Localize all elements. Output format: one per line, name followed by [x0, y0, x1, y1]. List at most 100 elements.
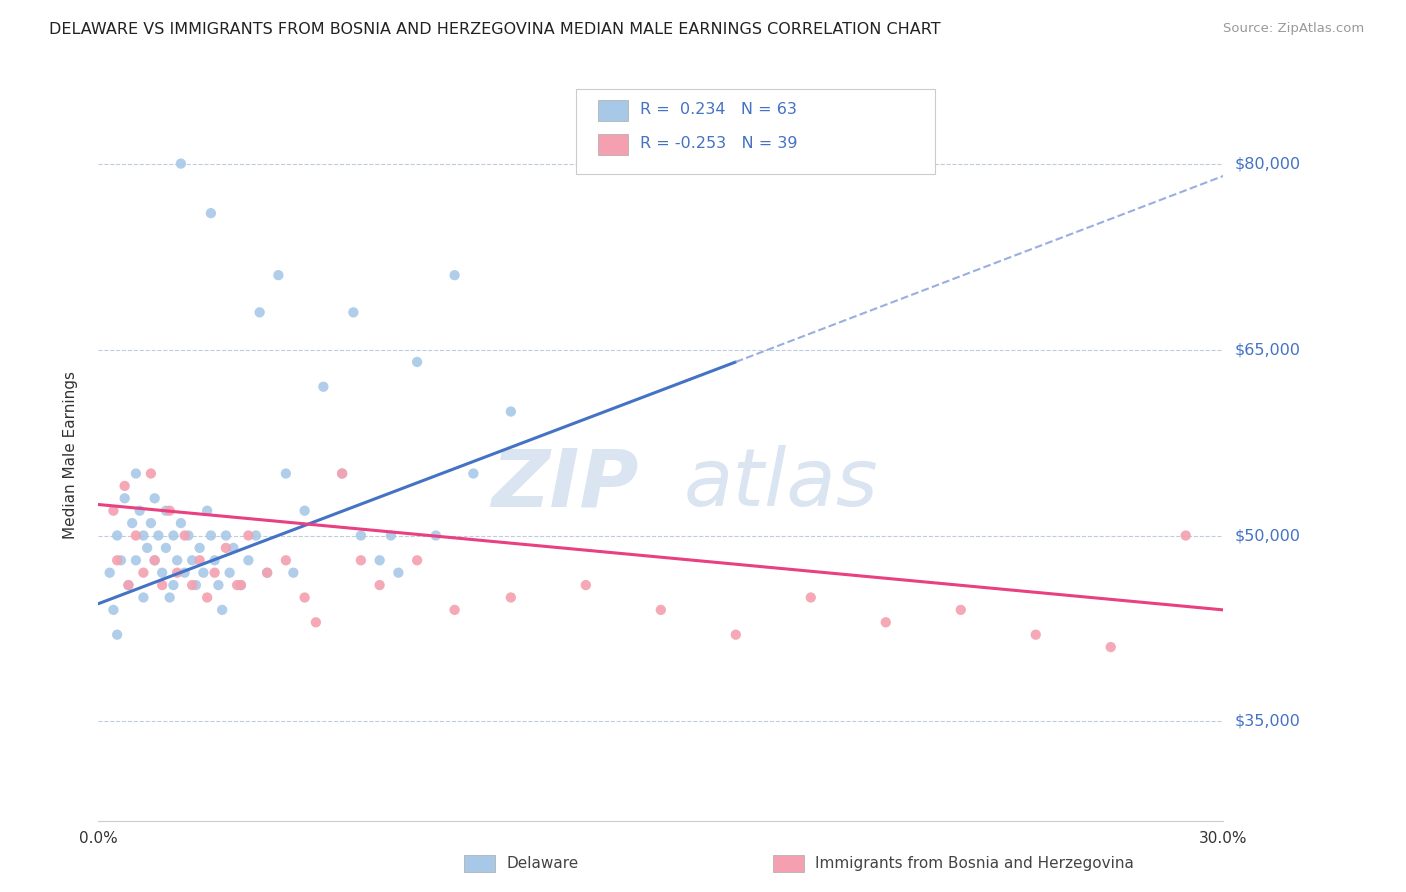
Point	[148, 528, 170, 542]
Point	[188, 553, 211, 567]
Text: $80,000: $80,000	[1234, 156, 1301, 171]
Point	[294, 504, 316, 518]
Point	[368, 578, 391, 592]
Point	[125, 467, 148, 481]
Point	[800, 591, 823, 605]
Point	[114, 491, 136, 506]
Point	[110, 553, 132, 567]
Point	[249, 305, 271, 319]
Text: ZIP: ZIP	[491, 445, 638, 524]
Point	[238, 553, 260, 567]
Point	[98, 566, 121, 580]
Point	[724, 628, 747, 642]
Text: $65,000: $65,000	[1234, 342, 1301, 357]
Point	[368, 553, 391, 567]
Point	[150, 566, 173, 580]
Point	[114, 479, 136, 493]
Point	[200, 206, 222, 220]
Point	[193, 566, 215, 580]
Point	[443, 603, 465, 617]
Point	[103, 603, 125, 617]
Point	[177, 528, 200, 542]
Point	[181, 578, 204, 592]
Point	[121, 516, 143, 530]
Point	[342, 305, 364, 319]
Point	[463, 467, 485, 481]
Point	[143, 553, 166, 567]
Text: R = -0.253   N = 39: R = -0.253 N = 39	[640, 136, 797, 151]
Point	[499, 591, 522, 605]
Point	[132, 566, 155, 580]
Point	[245, 528, 267, 542]
Point	[380, 528, 402, 542]
Point	[312, 380, 335, 394]
Point	[204, 566, 226, 580]
Point	[132, 591, 155, 605]
Point	[350, 553, 373, 567]
Point	[1025, 628, 1047, 642]
Point	[211, 603, 233, 617]
Y-axis label: Median Male Earnings: Median Male Earnings	[63, 371, 77, 539]
Point	[136, 541, 159, 555]
Point	[229, 578, 252, 592]
Point	[170, 516, 193, 530]
Point	[200, 528, 222, 542]
Point	[143, 491, 166, 506]
Point	[1099, 640, 1122, 654]
Point	[188, 541, 211, 555]
Point	[139, 467, 162, 481]
Point	[125, 528, 148, 542]
Point	[443, 268, 465, 282]
Point	[117, 578, 139, 592]
Text: Delaware: Delaware	[506, 856, 578, 871]
Point	[155, 504, 177, 518]
Point	[166, 566, 188, 580]
Point	[294, 591, 316, 605]
Point	[256, 566, 278, 580]
Point	[162, 528, 184, 542]
Point	[350, 528, 373, 542]
Point	[162, 578, 184, 592]
Point	[181, 553, 204, 567]
Point	[218, 566, 240, 580]
Point	[143, 553, 166, 567]
Point	[425, 528, 447, 542]
Point	[330, 467, 353, 481]
Point	[173, 566, 195, 580]
Text: DELAWARE VS IMMIGRANTS FROM BOSNIA AND HERZEGOVINA MEDIAN MALE EARNINGS CORRELAT: DELAWARE VS IMMIGRANTS FROM BOSNIA AND H…	[49, 22, 941, 37]
Point	[305, 615, 328, 630]
Point	[173, 528, 195, 542]
Point	[105, 528, 128, 542]
Point	[875, 615, 897, 630]
Point	[207, 578, 229, 592]
Point	[139, 516, 162, 530]
Point	[128, 504, 150, 518]
Point	[105, 553, 128, 567]
Point	[283, 566, 305, 580]
Text: $35,000: $35,000	[1234, 714, 1301, 729]
Text: atlas: atlas	[683, 445, 879, 524]
Point	[274, 467, 297, 481]
Text: R =  0.234   N = 63: R = 0.234 N = 63	[640, 103, 797, 117]
Point	[215, 528, 238, 542]
Point	[238, 528, 260, 542]
Point	[150, 578, 173, 592]
Point	[125, 553, 148, 567]
Point	[229, 578, 252, 592]
Point	[204, 553, 226, 567]
Point	[406, 553, 429, 567]
Point	[105, 628, 128, 642]
Point	[117, 578, 139, 592]
Point	[166, 553, 188, 567]
Point	[387, 566, 409, 580]
Point	[222, 541, 245, 555]
Point	[1174, 528, 1197, 542]
Point	[195, 591, 218, 605]
Text: Immigrants from Bosnia and Herzegovina: Immigrants from Bosnia and Herzegovina	[815, 856, 1135, 871]
Text: Source: ZipAtlas.com: Source: ZipAtlas.com	[1223, 22, 1364, 36]
Point	[949, 603, 972, 617]
Point	[226, 578, 249, 592]
Point	[330, 467, 353, 481]
Point	[650, 603, 672, 617]
Point	[406, 355, 429, 369]
